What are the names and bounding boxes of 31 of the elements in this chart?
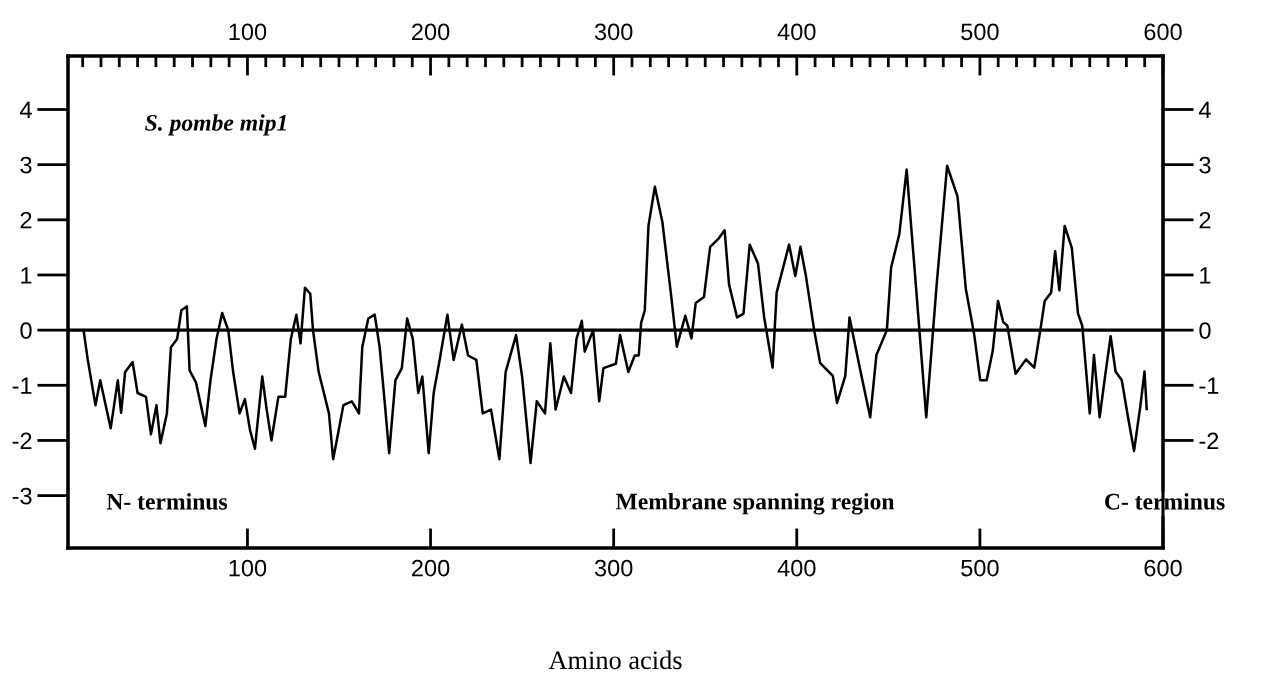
x-tick-label: 100	[229, 559, 267, 577]
y2-tick-label: 3	[1199, 156, 1211, 174]
y2-tick-label: -1	[1199, 377, 1219, 394]
x-tick-label: 400	[777, 559, 816, 577]
annotation: S. pombe mip1	[145, 114, 286, 136]
x2-tick-label: 200	[412, 23, 450, 41]
x2-tick-label: 400	[777, 23, 816, 41]
x-axis-title: Amino acids	[548, 650, 682, 670]
y2-tick-label: 0	[1199, 322, 1211, 339]
x2-tick-label: 500	[961, 23, 999, 41]
x-tick-label: 200	[412, 559, 450, 577]
y2-tick-label: 2	[1199, 211, 1211, 229]
annotation: N- terminus	[106, 493, 228, 510]
x-tick-label: 300	[594, 559, 633, 577]
y-tick-label: 2	[20, 211, 32, 229]
x-tick-label: 600	[1144, 559, 1182, 577]
y-tick-label: 3	[20, 156, 32, 174]
y-tick-label: -1	[12, 377, 32, 394]
y-tick-label: 4	[20, 101, 32, 119]
y2-tick-label: 4	[1198, 101, 1211, 119]
y2-tick-label: -2	[1199, 432, 1219, 449]
x2-tick-label: 100	[229, 23, 267, 41]
y-tick-label: 1	[21, 267, 32, 284]
annotation: Membrane spanning region	[615, 492, 895, 515]
x2-tick-label: 600	[1144, 23, 1182, 41]
y-tick-label: 0	[20, 322, 32, 339]
x-tick-label: 500	[961, 559, 999, 577]
y-tick-label: -3	[12, 487, 32, 505]
y2-tick-label: 1	[1200, 267, 1211, 284]
x2-tick-label: 300	[594, 23, 633, 41]
y-tick-label: -2	[12, 432, 32, 449]
